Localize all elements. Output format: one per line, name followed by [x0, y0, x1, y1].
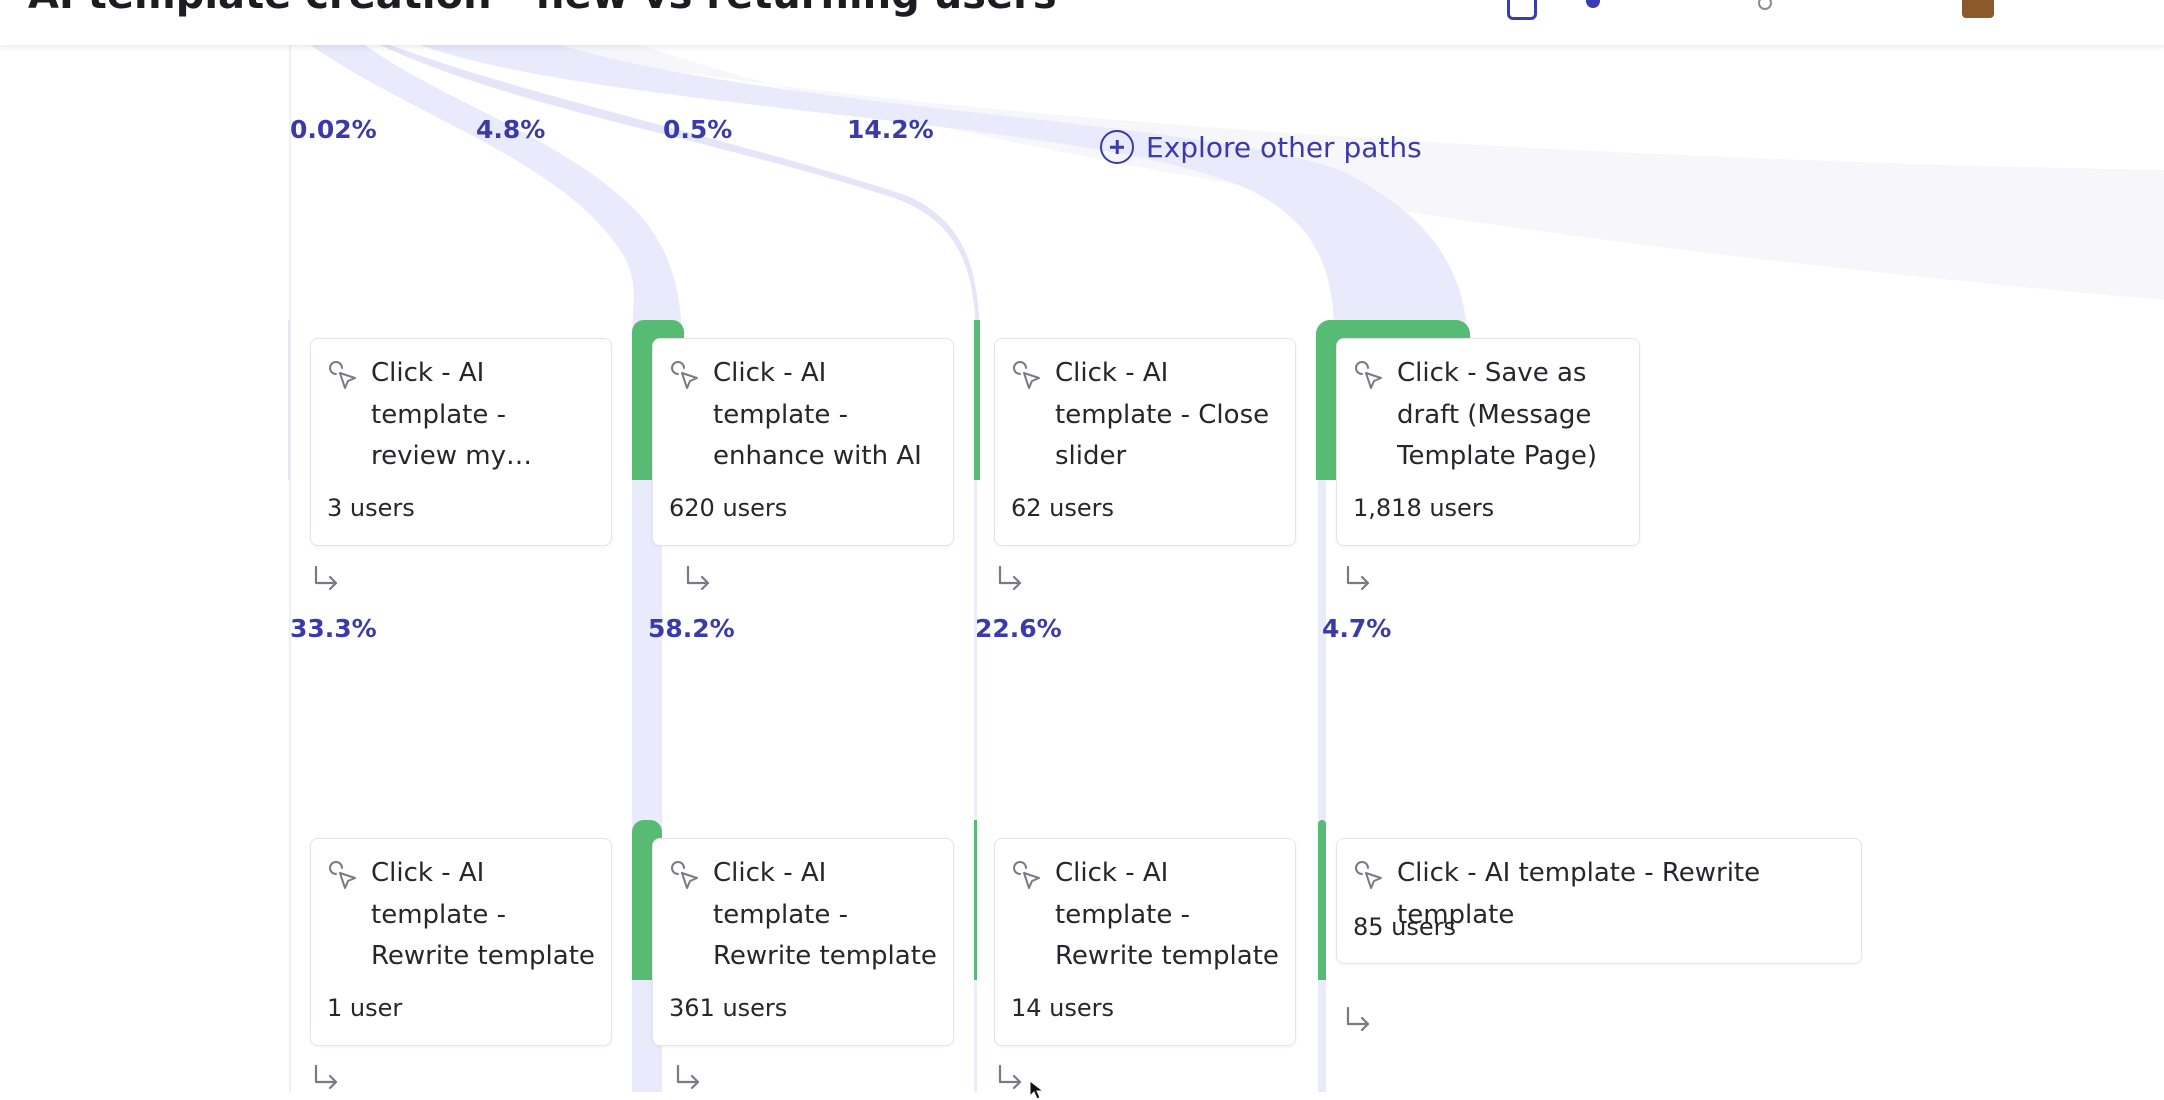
- explore-label: Explore other paths: [1146, 130, 1422, 164]
- step-card-save-as-draft[interactable]: Click - Save as draft (Message Template …: [1336, 338, 1640, 546]
- step-card-review-template[interactable]: Click - AI template - review my template…: [310, 338, 612, 546]
- step-card-rewrite-template[interactable]: Click - AI template - Rewrite template 8…: [1336, 838, 1862, 964]
- flow-percent-close: 0.5%: [663, 115, 733, 144]
- step-user-count: 620 users: [669, 494, 788, 522]
- explore-other-paths-button[interactable]: Explore other paths: [1100, 130, 1422, 164]
- step-label: Click - AI template - Rewrite template: [1055, 858, 1279, 971]
- step-user-count: 3 users: [327, 494, 415, 522]
- step-card-rewrite-template[interactable]: Click - AI template - Rewrite template 1…: [994, 838, 1296, 1046]
- settings-icon[interactable]: [1758, 0, 1772, 10]
- step-user-count: 361 users: [669, 994, 788, 1022]
- step-label: Click - AI template - Rewrite template: [713, 858, 937, 971]
- user-avatar[interactable]: [1962, 0, 1994, 18]
- arrow-return-right-icon[interactable]: [994, 1062, 1026, 1094]
- flow-band-enhance: [310, 45, 682, 345]
- step-label: Click - AI template - review my template…: [371, 358, 507, 471]
- cursor-click-icon: [1355, 361, 1382, 389]
- step-percent-review: 33.3%: [290, 614, 377, 643]
- cursor-click-icon: [329, 361, 356, 389]
- step-card-rewrite-template[interactable]: Click - AI template - Rewrite template 3…: [652, 838, 954, 1046]
- conversion-bar-rewrite-4: [1318, 820, 1326, 980]
- cursor-click-icon: [671, 361, 698, 389]
- flow-vertical-close: [974, 345, 977, 1092]
- flow-percent-review: 0.02%: [290, 115, 377, 144]
- mouse-pointer-icon: [1029, 1080, 1045, 1100]
- cursor-click-icon: [1013, 861, 1040, 889]
- plus-circle-icon: [1100, 130, 1134, 164]
- cursor-click-icon: [1013, 361, 1040, 389]
- step-label: Click - AI template - Rewrite template: [371, 858, 595, 971]
- cursor-click-icon: [329, 861, 356, 889]
- step-label: Click - Save as draft (Message Template …: [1397, 358, 1597, 471]
- step-label: Click - AI template - enhance with AI: [713, 358, 922, 471]
- step-percent-save: 4.7%: [1322, 614, 1392, 643]
- flow-band-save-draft: [420, 45, 1468, 345]
- step-user-count: 85 users: [1353, 913, 1457, 941]
- step-percent-enhance: 58.2%: [648, 614, 735, 643]
- arrow-return-right-icon[interactable]: [310, 1062, 342, 1094]
- step-card-close-slider[interactable]: Click - AI template - Close slider 62 us…: [994, 338, 1296, 546]
- conversion-bar-review: [288, 320, 290, 480]
- arrow-return-right-icon[interactable]: [994, 563, 1026, 595]
- conversion-bar-close: [974, 320, 980, 480]
- arrow-return-right-icon[interactable]: [1342, 563, 1374, 595]
- step-percent-close: 22.6%: [975, 614, 1062, 643]
- cursor-click-icon: [1355, 861, 1382, 889]
- arrow-return-right-icon[interactable]: [1342, 1004, 1374, 1036]
- top-bar: AI template creation - new vs returning …: [0, 0, 2164, 45]
- step-card-enhance-with-ai[interactable]: Click - AI template - enhance with AI 62…: [652, 338, 954, 546]
- step-label: Click - AI template - Close slider: [1055, 358, 1270, 471]
- step-card-rewrite-template[interactable]: Click - AI template - Rewrite template 1…: [310, 838, 612, 1046]
- page-title: AI template creation - new vs returning …: [28, 0, 1057, 18]
- step-user-count: 1,818 users: [1353, 494, 1495, 522]
- calendar-icon[interactable]: [1507, 0, 1537, 20]
- arrow-return-right-icon[interactable]: [310, 563, 342, 595]
- cursor-click-icon: [671, 861, 698, 889]
- conversion-bar-rewrite-3: [974, 820, 977, 980]
- step-user-count: 1 user: [327, 994, 403, 1022]
- step-user-count: 14 users: [1011, 994, 1115, 1022]
- step-user-count: 62 users: [1011, 494, 1115, 522]
- flow-percent-save: 14.2%: [847, 115, 934, 144]
- flow-vertical-save: [1318, 345, 1326, 1092]
- date-range-icon[interactable]: [1586, 0, 1600, 8]
- step-label: Click - AI template - Rewrite template: [1397, 858, 1761, 930]
- arrow-return-right-icon[interactable]: [672, 1062, 704, 1094]
- arrow-return-right-icon[interactable]: [682, 563, 714, 595]
- flow-percent-enhance: 4.8%: [476, 115, 546, 144]
